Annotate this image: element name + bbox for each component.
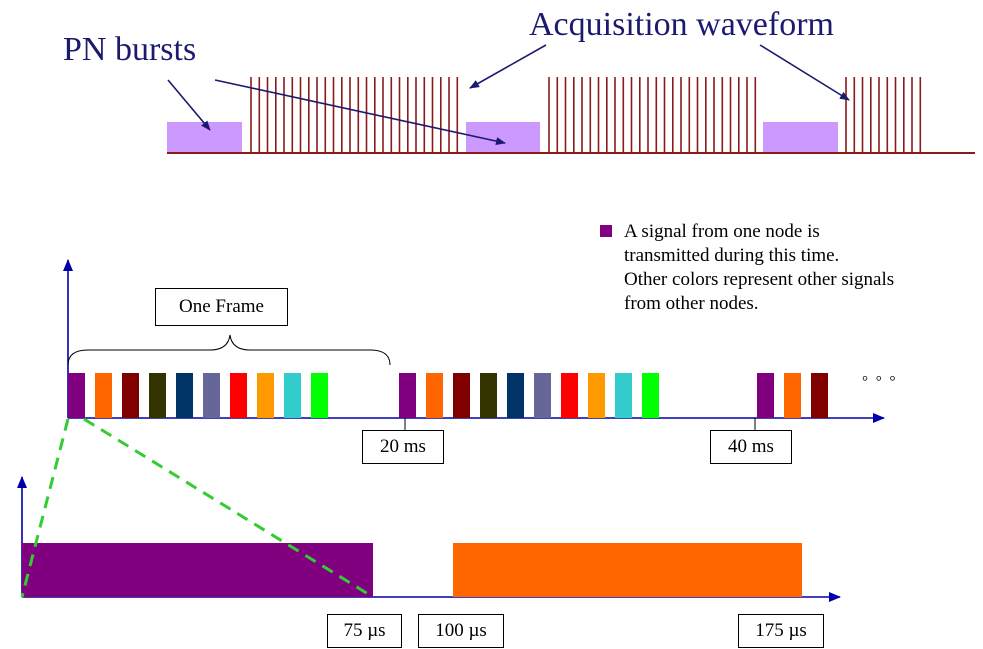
frame-2-slot-1 — [399, 373, 416, 418]
frame-2-slot-6 — [534, 373, 551, 418]
time-label-75us: 75 µs — [327, 614, 402, 648]
frame-1-slot-5 — [176, 373, 193, 418]
pn-arrow-2 — [214, 79, 506, 145]
frame-1-slot-3 — [122, 373, 139, 418]
frame-3-slot-1 — [757, 373, 774, 418]
frame-1-slot-2 — [95, 373, 112, 418]
pn-arrow-1 — [167, 79, 211, 131]
zoom-dashed-left — [20, 418, 70, 598]
acquisition-waveform-title: Acquisition waveform — [529, 6, 834, 43]
frame-2-slot-8 — [588, 373, 605, 418]
frame-2-slot-3 — [453, 373, 470, 418]
frame-brace — [67, 334, 391, 366]
zoom-slot-purple — [22, 543, 373, 597]
pn-bursts-title: PN bursts — [63, 31, 197, 68]
pn-burst-3 — [763, 122, 838, 153]
time-label-20ms: 20 ms — [362, 430, 444, 464]
frame-2-slot-4 — [480, 373, 497, 418]
frame-1-slot-4 — [149, 373, 166, 418]
frame-1-slot-1 — [68, 373, 85, 418]
frame-3-slot-3 — [811, 373, 828, 418]
legend-line-3: Other colors represent other signals — [624, 269, 895, 290]
frame-1-slot-6 — [203, 373, 220, 418]
frame-2-slot-7 — [561, 373, 578, 418]
frame-1-slot-9 — [284, 373, 301, 418]
time-label-40ms: 40 ms — [710, 430, 792, 464]
legend-swatch — [600, 225, 612, 237]
frame-1-slot-10 — [311, 373, 328, 418]
acq-arrow-1 — [469, 44, 547, 89]
legend-line-4: from other nodes. — [624, 293, 759, 314]
zoom-dashed-right — [83, 417, 374, 599]
frame-2-slot-2 — [426, 373, 443, 418]
acq-arrow-2 — [759, 44, 850, 101]
frame-2-slot-9 — [615, 373, 632, 418]
ellipsis: ° ° ° — [862, 374, 898, 390]
frame-2-slot-10 — [642, 373, 659, 418]
frame-2-slot-5 — [507, 373, 524, 418]
legend-line-1: A signal from one node is — [624, 221, 820, 242]
legend-line-2: transmitted during this time. — [624, 245, 840, 266]
one-frame-label: One Frame — [155, 288, 288, 326]
time-label-175us: 175 µs — [738, 614, 824, 648]
time-label-100us: 100 µs — [418, 614, 504, 648]
zoom-slot-orange — [453, 543, 802, 597]
frame-1-slot-7 — [230, 373, 247, 418]
pn-burst-1 — [167, 122, 242, 153]
frame-slots — [68, 373, 828, 418]
frame-1-slot-8 — [257, 373, 274, 418]
frame-3-slot-2 — [784, 373, 801, 418]
